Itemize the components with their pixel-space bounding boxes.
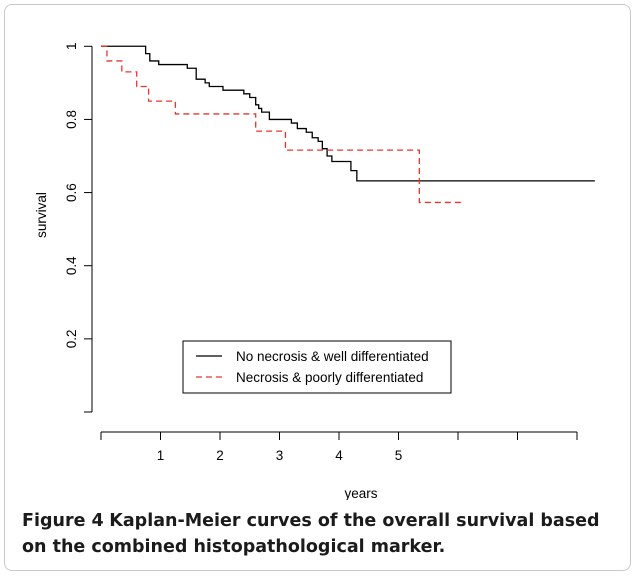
y-axis-label: survival (34, 192, 49, 238)
y-tick-label: 1 (64, 43, 79, 51)
y-tick-label: 0.8 (64, 110, 79, 129)
chart-legend: No necrosis & well differentiated Necros… (182, 340, 452, 394)
x-axis-label: years (344, 486, 377, 500)
chart-axes: 0.2 0.4 0.6 0.8 1 1 2 3 4 5 (64, 43, 578, 463)
x-tick-label: 2 (216, 448, 224, 463)
legend-label-necrosis: Necrosis & poorly differentiated (236, 370, 423, 385)
y-tick-label: 0.2 (64, 329, 79, 348)
legend-box (182, 340, 452, 394)
figure-caption-label: Figure 4 (22, 511, 104, 531)
series-line-necrosis (101, 45, 461, 204)
series-line-no-necrosis (101, 45, 595, 182)
y-tick-label: 0.6 (64, 183, 79, 202)
x-tick-label: 5 (395, 448, 403, 463)
chart-series (101, 45, 595, 204)
x-tick-label: 3 (276, 448, 284, 463)
figure-caption-text: Kaplan-Meier curves of the overall survi… (22, 511, 600, 557)
figure-frame (4, 4, 631, 571)
x-tick-label: 1 (157, 448, 165, 463)
survival-chart: 0.2 0.4 0.6 0.8 1 1 2 3 4 5 No necrosis & well di… (34, 43, 595, 500)
legend-label-no-necrosis: No necrosis & well differentiated (236, 349, 429, 364)
figure-caption: Figure 4 Kaplan-Meier curves of the over… (22, 508, 612, 560)
x-tick-label: 4 (335, 448, 343, 463)
y-tick-label: 0.4 (64, 256, 79, 275)
